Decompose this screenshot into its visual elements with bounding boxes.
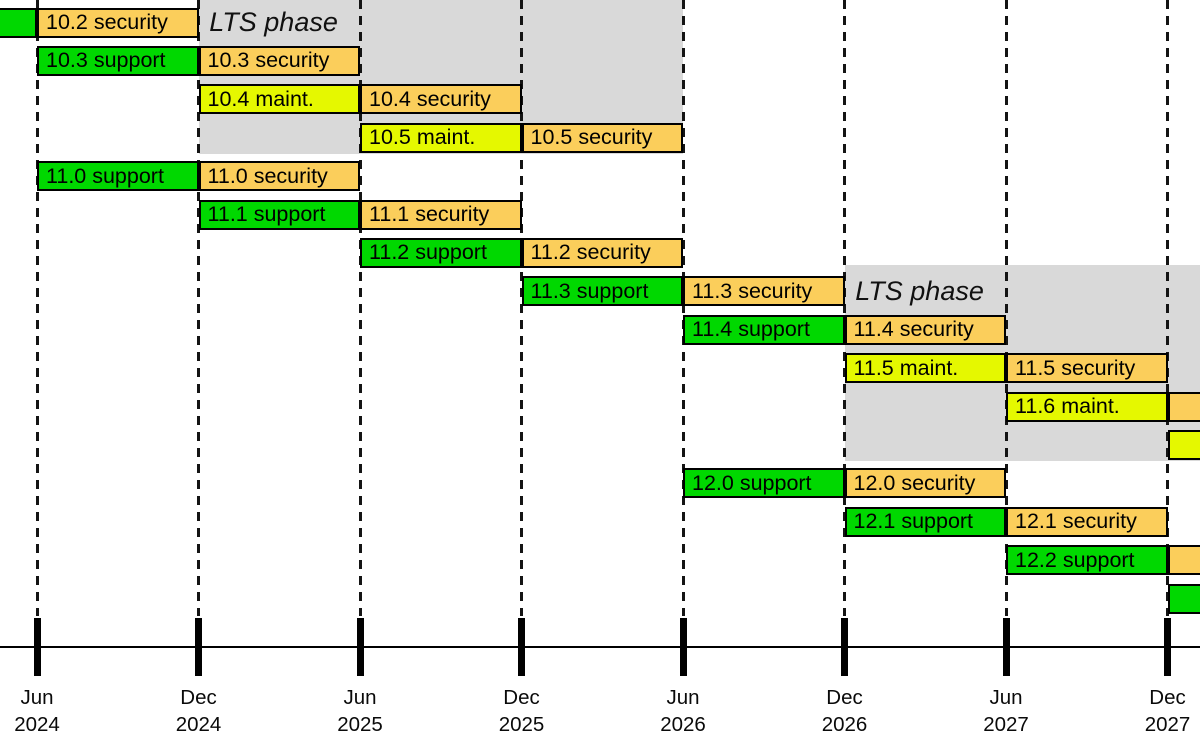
- bar-security-partial: [1167, 391, 1200, 422]
- axis-label-year: 2026: [821, 713, 868, 736]
- axis-label-year: 2027: [983, 713, 1029, 736]
- bar-12.0-support: 12.0 support: [683, 468, 845, 499]
- bar-10.5-maint.: 10.5 maint.: [360, 122, 522, 153]
- axis-label-month: Jun: [343, 686, 377, 709]
- bar-12.0-security: 12.0 security: [844, 468, 1006, 499]
- axis-label-jun-2026: Jun 2026: [618, 684, 748, 738]
- lts-phase-label: LTS phase: [855, 275, 984, 306]
- axis-label-year: 2027: [1144, 713, 1191, 736]
- time-axis-line: [0, 645, 1200, 648]
- month-gridline-dashed: [1004, 0, 1008, 616]
- axis-label-jun-2024: Jun 2024: [0, 684, 102, 738]
- bar-11.4-security: 11.4 security: [844, 314, 1006, 345]
- axis-tick: [841, 617, 848, 676]
- axis-label-year: 2026: [660, 713, 706, 736]
- axis-label-jun-2027: Jun 2027: [941, 684, 1071, 738]
- axis-label-year: 2024: [14, 713, 60, 736]
- bar-maintenance-partial: [1167, 429, 1200, 460]
- axis-label-dec-2026: Dec 2026: [780, 684, 910, 738]
- axis-label-month: Jun: [666, 686, 700, 709]
- axis-tick: [356, 617, 364, 676]
- bar-11.5-maint.: 11.5 maint.: [844, 353, 1006, 384]
- axis-tick: [679, 617, 687, 676]
- bar-12.2-support: 12.2 support: [1006, 545, 1168, 576]
- month-gridline-dashed: [197, 0, 200, 616]
- axis-label-dec-2025: Dec 2025: [457, 684, 587, 738]
- axis-label-month: Jun: [20, 686, 54, 709]
- axis-label-jun-2025: Jun 2025: [295, 684, 425, 738]
- bar-10.4-maint.: 10.4 maint.: [198, 84, 360, 115]
- bar-11.0-security: 11.0 security: [198, 161, 360, 192]
- bar-support-partial: [0, 7, 37, 38]
- axis-label-year: 2024: [175, 713, 222, 736]
- bar-11.2-support: 11.2 support: [360, 237, 522, 268]
- axis-label-year: 2025: [498, 713, 545, 736]
- axis-label-year: 2025: [337, 713, 383, 736]
- bar-11.5-security: 11.5 security: [1006, 353, 1168, 384]
- axis-label-month: Dec: [1149, 686, 1186, 709]
- month-gridline-dashed: [1166, 0, 1169, 616]
- axis-tick: [33, 617, 41, 676]
- bar-11.1-security: 11.1 security: [360, 199, 522, 230]
- axis-label-month: Jun: [989, 686, 1023, 709]
- month-gridline-dashed: [358, 0, 362, 616]
- bar-10.2-security: 10.2 security: [37, 7, 199, 38]
- bar-11.3-security: 11.3 security: [683, 276, 845, 307]
- bar-11.1-support: 11.1 support: [198, 199, 360, 230]
- month-gridline-dashed: [681, 0, 685, 616]
- axis-label-dec-2027: Dec 2027: [1103, 684, 1200, 738]
- bar-security-partial: [1167, 545, 1200, 576]
- bar-12.1-support: 12.1 support: [844, 506, 1006, 537]
- axis-tick: [1002, 617, 1010, 676]
- axis-label-dec-2024: Dec 2024: [134, 684, 264, 738]
- axis-tick: [518, 617, 525, 676]
- lts-phase-label: LTS phase: [209, 7, 338, 37]
- month-gridline-dashed: [520, 0, 523, 616]
- axis-tick: [1164, 617, 1171, 676]
- axis-tick: [195, 617, 202, 676]
- bar-11.4-support: 11.4 support: [683, 314, 845, 345]
- axis-label-month: Dec: [180, 686, 217, 709]
- bar-10.3-support: 10.3 support: [37, 45, 199, 76]
- bar-11.0-support: 11.0 support: [37, 161, 199, 192]
- month-gridline-dashed: [35, 0, 39, 616]
- axis-label-month: Dec: [826, 686, 863, 709]
- bar-10.5-security: 10.5 security: [521, 122, 683, 153]
- bar-12.1-security: 12.1 security: [1006, 506, 1168, 537]
- bar-11.6-maint.: 11.6 maint.: [1006, 391, 1168, 422]
- bar-10.4-security: 10.4 security: [360, 84, 522, 115]
- bar-10.3-security: 10.3 security: [198, 45, 360, 76]
- bar-support-partial: [1167, 583, 1200, 614]
- axis-label-month: Dec: [503, 686, 540, 709]
- month-gridline-dashed: [843, 0, 846, 616]
- bar-11.3-support: 11.3 support: [521, 276, 683, 307]
- bar-11.2-security: 11.2 security: [521, 237, 683, 268]
